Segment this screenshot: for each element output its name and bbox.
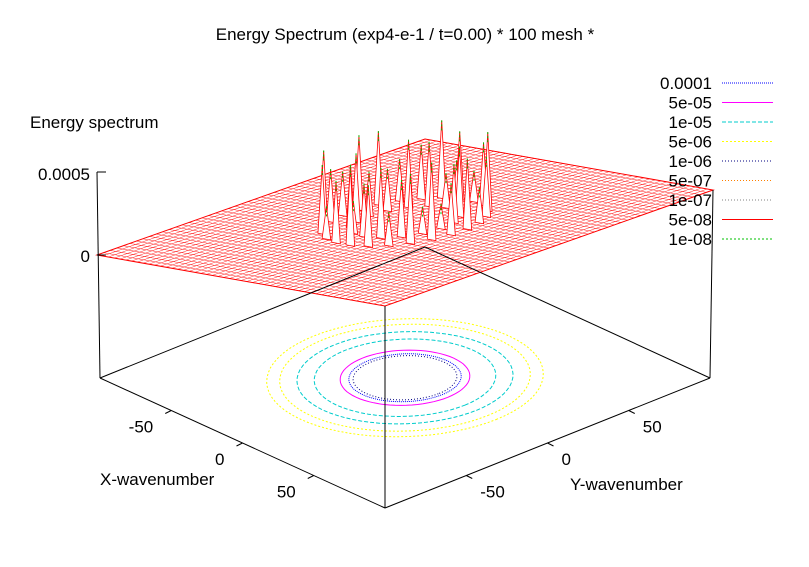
spectrum-peak <box>454 146 465 219</box>
axis-ticks: -50 0 50 -50 0 50 <box>129 410 662 502</box>
legend-label: 5e-08 <box>669 211 712 230</box>
y-tick <box>547 442 554 447</box>
x-tick-label: 50 <box>277 483 296 502</box>
spectrum-peak <box>321 206 332 241</box>
chart-title: Energy Spectrum (exp4-e-1 / t=0.00) * 10… <box>216 25 595 44</box>
spectrum-peak <box>462 158 473 231</box>
x-tick <box>165 410 172 414</box>
spectrum-peak <box>396 180 407 239</box>
contour-ring <box>266 318 544 438</box>
base-plane-contours <box>266 318 544 438</box>
spectrum-peak <box>469 170 479 204</box>
spectrum-peak <box>474 187 485 225</box>
spectrum-peak <box>317 164 327 236</box>
spectrum-peak <box>416 144 426 201</box>
x-tick <box>236 442 243 447</box>
contour-ring <box>296 331 514 425</box>
legend: 0.00015e-051e-055e-061e-065e-071e-075e-0… <box>660 74 773 249</box>
legend-label: 5e-06 <box>669 133 712 152</box>
y-tick <box>466 475 473 479</box>
contour-ring <box>339 349 471 406</box>
spectrum-peak <box>384 211 394 248</box>
z-tick-label: 0.0005 <box>38 165 90 184</box>
spectrum-peak <box>436 120 447 200</box>
y-tick <box>628 410 635 414</box>
frame-line <box>99 246 426 379</box>
spectrum-peaks <box>317 120 493 248</box>
x-axis-label: X-wavenumber <box>100 470 215 489</box>
z-tick-label: 0 <box>81 247 90 266</box>
contour-ring <box>348 353 462 403</box>
frame-line <box>424 246 711 379</box>
spectrum-peak <box>446 183 456 237</box>
contour-ring <box>352 355 458 401</box>
spectrum-peak <box>376 167 386 240</box>
z-axis-line <box>96 171 101 379</box>
frame-line <box>709 189 714 379</box>
legend-label: 1e-05 <box>669 113 712 132</box>
x-tick <box>307 475 314 479</box>
legend-label: 5e-05 <box>669 94 712 113</box>
spectrum-peak <box>331 180 341 245</box>
spectrum-peak <box>325 169 336 224</box>
y-tick-label: 50 <box>643 418 662 437</box>
spectrum-peak <box>382 168 393 213</box>
x-tick-label: -50 <box>129 418 154 437</box>
legend-label: 5e-07 <box>669 172 712 191</box>
spectrum-peak <box>405 173 416 245</box>
x-tick-label: 0 <box>215 450 224 469</box>
legend-label: 0.0001 <box>660 74 712 93</box>
z-axis-label: Energy spectrum <box>30 113 159 132</box>
y-axis-label: Y-wavenumber <box>570 475 683 494</box>
spectrum-peak <box>337 171 348 217</box>
y-tick-label: -50 <box>480 483 505 502</box>
contour-ring <box>279 323 531 432</box>
spectrum-peak <box>426 162 437 242</box>
y-tick-label: 0 <box>562 450 571 469</box>
contour-ring <box>313 338 497 418</box>
spectrum-peak <box>436 204 446 231</box>
spectrum-peak <box>481 156 492 219</box>
spectrum-peak <box>345 166 356 247</box>
legend-label: 1e-08 <box>669 230 712 249</box>
spectrum-peak <box>417 206 428 236</box>
legend-label: 1e-06 <box>669 152 712 171</box>
spectrum-peak <box>441 173 451 210</box>
legend-label: 1e-07 <box>669 191 712 210</box>
spectrum-peak <box>363 185 374 248</box>
